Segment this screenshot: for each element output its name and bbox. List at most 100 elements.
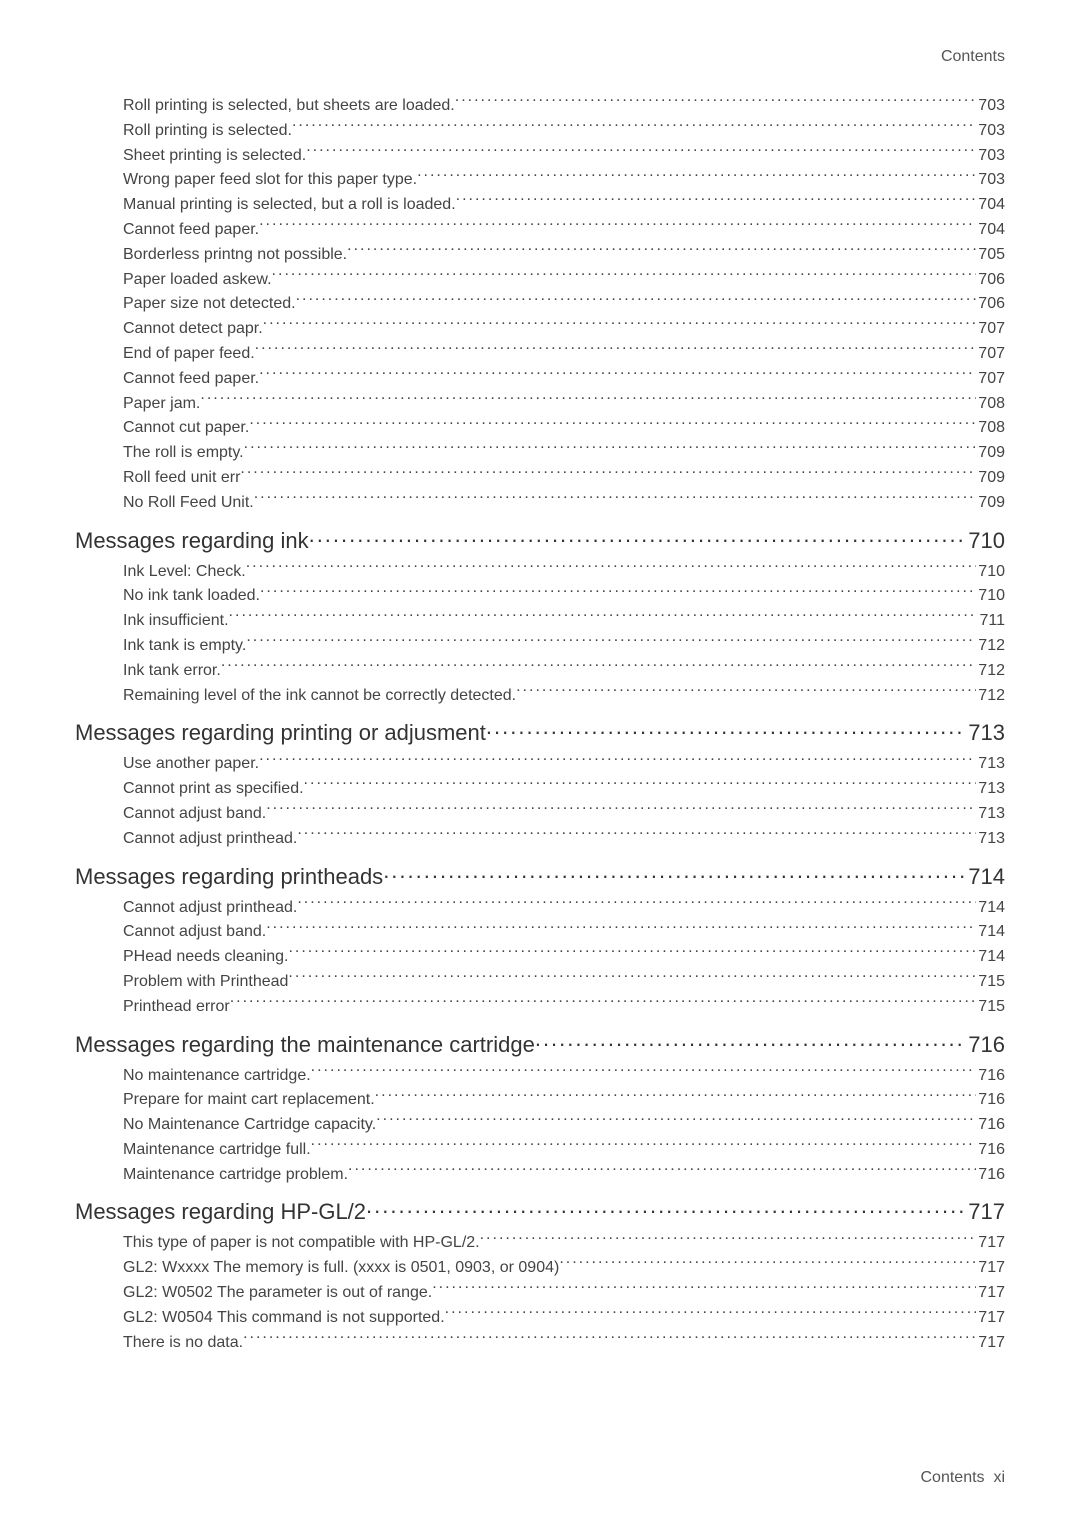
toc-leader (306, 144, 976, 160)
toc-entry-title: Cannot print as specified. (123, 777, 304, 802)
toc-entry: Prepare for maint cart replacement.716 (123, 1088, 1005, 1113)
toc-entry-title: Printhead error (123, 995, 230, 1020)
toc-entry-page: 703 (976, 168, 1005, 193)
toc-entry-title: Paper loaded askew. (123, 268, 272, 293)
toc-entry-page: 709 (976, 491, 1005, 516)
toc-leader (244, 441, 977, 457)
toc-entry: GL2: W0504 This command is not supported… (123, 1306, 1005, 1331)
toc-entry: Messages regarding HP-GL/2 717 (75, 1197, 1005, 1225)
toc-entry: Roll printing is selected, but sheets ar… (123, 94, 1005, 119)
toc-leader (376, 1113, 976, 1129)
toc-entry: Ink tank is empty. 712 (123, 634, 1005, 659)
toc-entry: Cannot print as specified. 713 (123, 777, 1005, 802)
toc-entry-page: 717 (976, 1306, 1005, 1331)
toc-leader (304, 777, 977, 793)
toc-leader (445, 1306, 977, 1322)
toc-entry-title: Manual printing is selected, but a roll … (123, 193, 456, 218)
toc-entry-title: Messages regarding HP-GL/2 (75, 1199, 366, 1225)
toc-entry: Messages regarding the maintenance cartr… (75, 1030, 1005, 1058)
toc-leader (292, 119, 976, 135)
toc-entry-title: No Maintenance Cartridge capacity. (123, 1113, 376, 1138)
toc-entry-page: 710 (966, 528, 1005, 554)
toc-entry: No Roll Feed Unit.709 (123, 491, 1005, 516)
toc-entry-title: There is no data. (123, 1331, 243, 1356)
toc-entry: Cannot adjust printhead.714 (123, 896, 1005, 921)
toc-leader (559, 1256, 976, 1272)
toc-entry: No Maintenance Cartridge capacity. 716 (123, 1113, 1005, 1138)
toc-entry-title: Maintenance cartridge problem. (123, 1163, 348, 1188)
toc-entry-page: 714 (976, 920, 1005, 945)
toc-leader (272, 268, 977, 284)
toc-entry: Use another paper.713 (123, 752, 1005, 777)
toc-entry-title: Cannot feed paper. (123, 367, 259, 392)
toc-entry: This type of paper is not compatible wit… (123, 1231, 1005, 1256)
toc-entry-page: 717 (976, 1256, 1005, 1281)
toc-leader (456, 193, 977, 209)
toc-entry-page: 706 (976, 268, 1005, 293)
toc-entry-title: Roll printing is selected. (123, 119, 292, 144)
toc-entry: Cannot adjust band.714 (123, 920, 1005, 945)
toc-entry-title: Wrong paper feed slot for this paper typ… (123, 168, 417, 193)
toc-entry-title: Messages regarding printing or adjusment (75, 720, 486, 746)
toc-entry: Borderless printng not possible.705 (123, 243, 1005, 268)
toc-entry: GL2: W0502 The parameter is out of range… (123, 1281, 1005, 1306)
toc-entry: Paper jam. 708 (123, 392, 1005, 417)
toc-entry-page: 712 (976, 659, 1005, 684)
toc-entry-title: Roll printing is selected, but sheets ar… (123, 94, 455, 119)
toc-entry-page: 717 (966, 1199, 1005, 1225)
toc-entry-page: 703 (976, 144, 1005, 169)
toc-leader (375, 1088, 977, 1104)
toc-entry-page: 712 (976, 634, 1005, 659)
toc-entry-title: Roll feed unit err (123, 466, 240, 491)
toc-entry-title: Ink Level: Check. (123, 560, 246, 585)
toc-entry-page: 713 (976, 827, 1005, 852)
toc-entry: Manual printing is selected, but a roll … (123, 193, 1005, 218)
toc-entry: Maintenance cartridge full.716 (123, 1138, 1005, 1163)
toc-leader (486, 718, 966, 740)
toc-entry-page: 716 (976, 1088, 1005, 1113)
toc-leader (240, 466, 976, 482)
toc-leader (200, 392, 976, 408)
toc-entry: Cannot detect papr.707 (123, 317, 1005, 342)
toc-entry-title: Cannot cut paper. (123, 416, 249, 441)
toc-leader (516, 684, 976, 700)
toc-entry-page: 703 (976, 119, 1005, 144)
toc-entry: Ink Level: Check.710 (123, 560, 1005, 585)
toc-entry-page: 713 (966, 720, 1005, 746)
toc-entry: Messages regarding printheads714 (75, 862, 1005, 890)
toc-entry-title: GL2: W0504 This command is not supported… (123, 1306, 445, 1331)
toc-entry-title: Cannot feed paper. (123, 218, 259, 243)
toc-entry-page: 717 (976, 1231, 1005, 1256)
toc-entry-page: 716 (976, 1113, 1005, 1138)
toc-leader (263, 317, 977, 333)
toc-entry-page: 711 (977, 609, 1005, 634)
toc-entry: Cannot cut paper.708 (123, 416, 1005, 441)
page-header-label: Contents (75, 48, 1005, 66)
toc-leader (259, 367, 976, 383)
toc-entry-page: 704 (976, 218, 1005, 243)
toc-entry-title: Use another paper. (123, 752, 259, 777)
toc-leader (259, 752, 976, 768)
toc-entry: Messages regarding ink710 (75, 526, 1005, 554)
toc-entry: Cannot feed paper. 704 (123, 218, 1005, 243)
toc-entry-title: No ink tank loaded. (123, 584, 260, 609)
toc-entry-page: 708 (976, 392, 1005, 417)
toc-entry-page: 714 (976, 945, 1005, 970)
toc-leader (455, 94, 977, 110)
toc-entry-page: 713 (976, 777, 1005, 802)
toc-entry-title: Remaining level of the ink cannot be cor… (123, 684, 516, 709)
toc-entry-title: Messages regarding printheads (75, 864, 383, 890)
toc-entry-title: Paper jam. (123, 392, 200, 417)
toc-entry-page: 710 (976, 584, 1005, 609)
toc-entry-title: Ink tank is empty. (123, 634, 246, 659)
toc-entry-page: 705 (976, 243, 1005, 268)
toc-entry: Sheet printing is selected.703 (123, 144, 1005, 169)
toc-leader (311, 1064, 977, 1080)
toc-leader (288, 970, 976, 986)
toc-entry-page: 716 (966, 1032, 1005, 1058)
toc-leader (288, 945, 976, 961)
toc-entry-title: This type of paper is not compatible wit… (123, 1231, 480, 1256)
toc-entry: Cannot adjust printhead.713 (123, 827, 1005, 852)
toc-leader (243, 1331, 976, 1347)
toc-leader (535, 1030, 966, 1052)
